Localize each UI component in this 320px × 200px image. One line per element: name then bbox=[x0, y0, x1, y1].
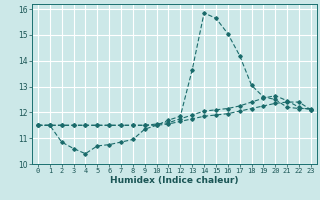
X-axis label: Humidex (Indice chaleur): Humidex (Indice chaleur) bbox=[110, 176, 239, 185]
